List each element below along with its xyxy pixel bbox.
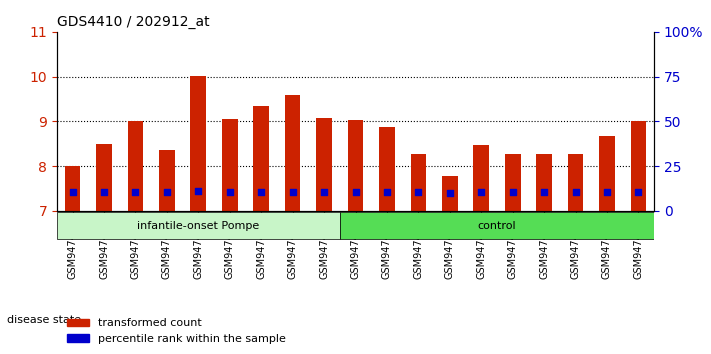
Bar (222, 119, 237, 211)
Point (350, 189, 361, 195)
Bar (348, 120, 363, 211)
Text: GDS4410 / 202912_at: GDS4410 / 202912_at (57, 16, 210, 29)
Point (255, 189, 267, 195)
Bar (127, 121, 144, 211)
Point (633, 189, 644, 195)
Bar (567, 154, 584, 211)
Bar (253, 106, 269, 211)
Bar (536, 154, 552, 211)
Point (538, 189, 550, 195)
Point (507, 189, 518, 195)
Bar (599, 136, 615, 211)
Bar (96, 144, 112, 211)
Point (161, 189, 173, 195)
Point (224, 189, 235, 195)
Point (476, 189, 487, 195)
Text: disease state: disease state (7, 315, 81, 325)
Point (319, 189, 330, 195)
Point (381, 189, 392, 195)
Text: infantile-onset Pompe: infantile-onset Pompe (137, 221, 260, 231)
Point (98, 189, 109, 195)
Point (570, 189, 581, 195)
Bar (65, 166, 80, 211)
Bar (410, 154, 426, 211)
Bar (316, 118, 332, 211)
Point (287, 189, 299, 195)
Legend: transformed count, percentile rank within the sample: transformed count, percentile rank withi… (63, 314, 290, 348)
Point (444, 190, 456, 195)
Point (412, 189, 424, 195)
Bar (505, 154, 520, 211)
Bar (285, 96, 301, 211)
FancyBboxPatch shape (57, 212, 340, 239)
Bar (379, 127, 395, 211)
Bar (631, 121, 646, 211)
Point (130, 189, 141, 195)
Point (602, 189, 613, 195)
Bar (191, 76, 206, 211)
Bar (159, 150, 175, 211)
Bar (474, 145, 489, 211)
FancyBboxPatch shape (340, 212, 654, 239)
Text: control: control (478, 221, 516, 231)
Bar (442, 176, 458, 211)
Point (67, 189, 78, 195)
Point (193, 189, 204, 194)
